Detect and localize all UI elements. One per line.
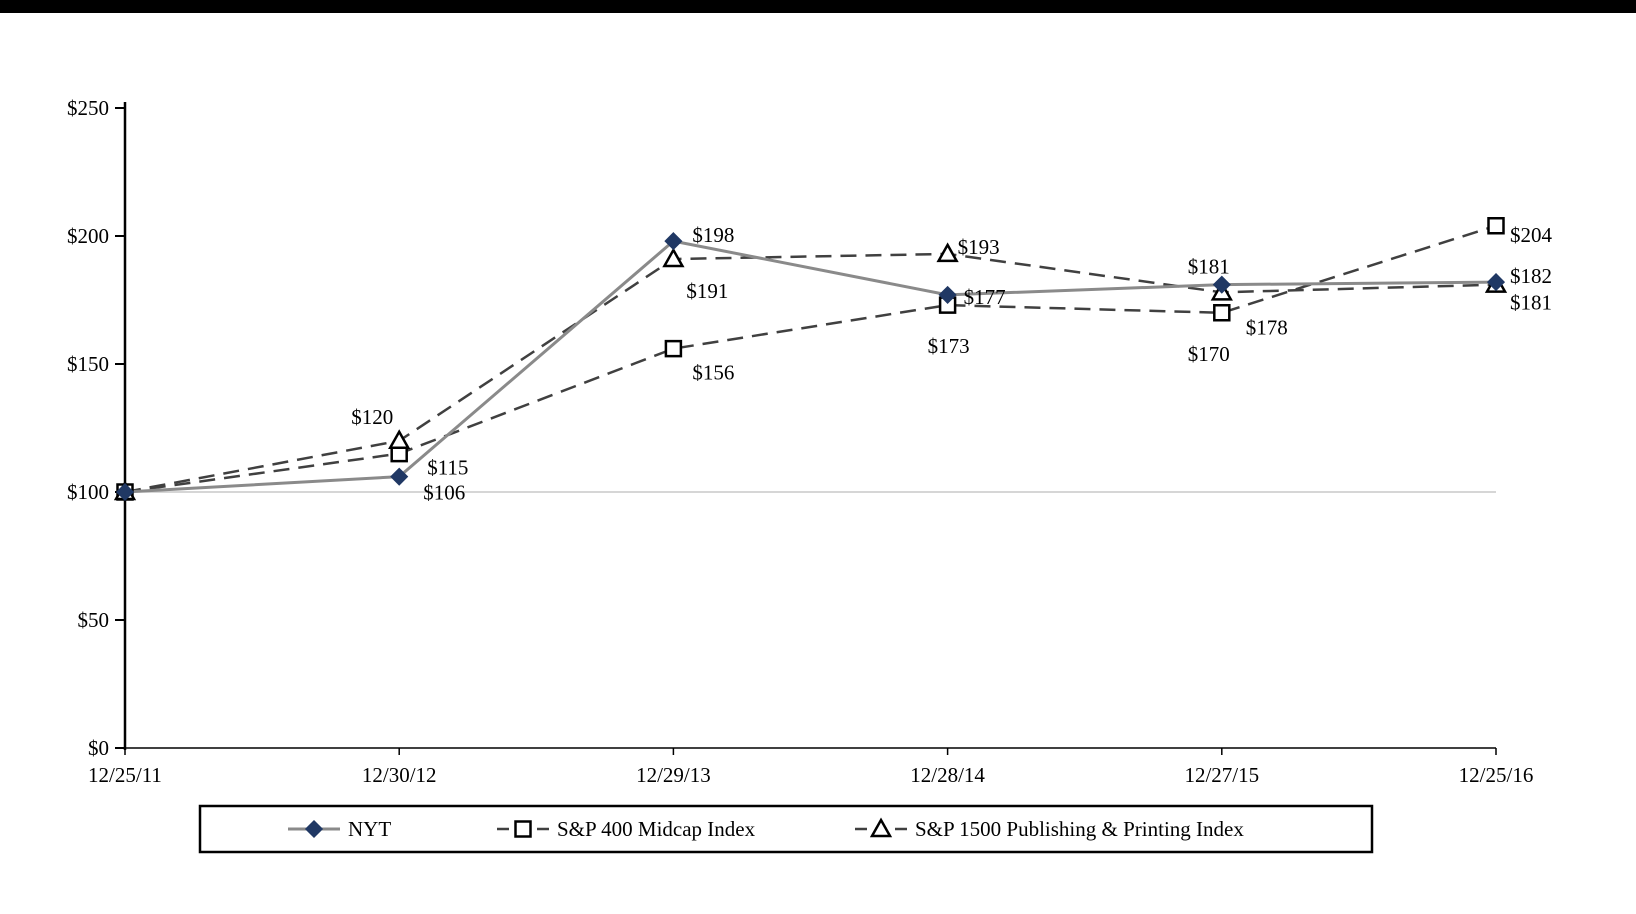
legend-label: NYT: [348, 817, 391, 841]
data-label: $193: [958, 235, 1000, 259]
diamond-marker-0-5: [1486, 273, 1506, 292]
diamond-marker-0-4: [1212, 275, 1231, 294]
x-tick-label: 12/25/11: [88, 763, 162, 787]
data-label: $181: [1188, 255, 1230, 279]
legend-label: S&P 400 Midcap Index: [557, 817, 756, 841]
y-tick-label: $100: [67, 480, 109, 504]
y-tick-label: $150: [67, 352, 109, 376]
series-line-0: [124, 239, 1497, 494]
top-black-bar: [0, 0, 1636, 13]
x-tick-label: 12/30/12: [362, 763, 437, 787]
y-tick-label: $50: [78, 608, 110, 632]
triangle-marker-legend-2: [869, 817, 893, 838]
diamond-marker-legend-0: [304, 819, 324, 839]
x-tick-label: 12/29/13: [636, 763, 711, 787]
diamond-marker-0-2: [664, 232, 683, 251]
data-label: $191: [686, 279, 728, 303]
data-label: $106: [423, 481, 465, 505]
y-tick-label: $200: [67, 224, 109, 248]
data-label: $173: [928, 334, 970, 358]
y-tick-label: $0: [88, 736, 109, 760]
data-label: $156: [692, 361, 734, 385]
data-label: $115: [427, 456, 468, 480]
diamond-marker-0-3: [938, 285, 957, 304]
triangle-marker-2-3: [936, 242, 959, 263]
data-label: $182: [1510, 264, 1552, 288]
square-marker-1-5: [1487, 217, 1505, 235]
diamond-marker-0-1: [390, 467, 409, 486]
x-tick-label: 12/25/16: [1459, 763, 1534, 787]
square-marker-1-4: [1213, 304, 1231, 322]
x-tick-label: 12/27/15: [1184, 763, 1259, 787]
square-marker-legend-1: [514, 820, 532, 838]
data-label: $178: [1246, 315, 1288, 339]
series-line-1: [124, 224, 1497, 494]
data-label: $204: [1510, 223, 1553, 247]
diamond-marker-0-0: [115, 482, 135, 502]
series-line-2: [124, 252, 1497, 494]
data-label: $177: [964, 285, 1006, 309]
x-tick-label: 12/28/14: [910, 763, 985, 787]
legend-label: S&P 1500 Publishing & Printing Index: [915, 817, 1244, 841]
data-label: $170: [1188, 342, 1230, 366]
square-marker-1-2: [664, 339, 683, 358]
data-label: $198: [692, 223, 734, 247]
legend-box: [198, 804, 1374, 854]
data-label: $120: [351, 405, 393, 429]
data-label: $181: [1510, 291, 1552, 315]
y-tick-label: $250: [67, 96, 109, 120]
triangle-marker-2-2: [662, 247, 685, 268]
triangle-marker-2-1: [388, 429, 411, 450]
